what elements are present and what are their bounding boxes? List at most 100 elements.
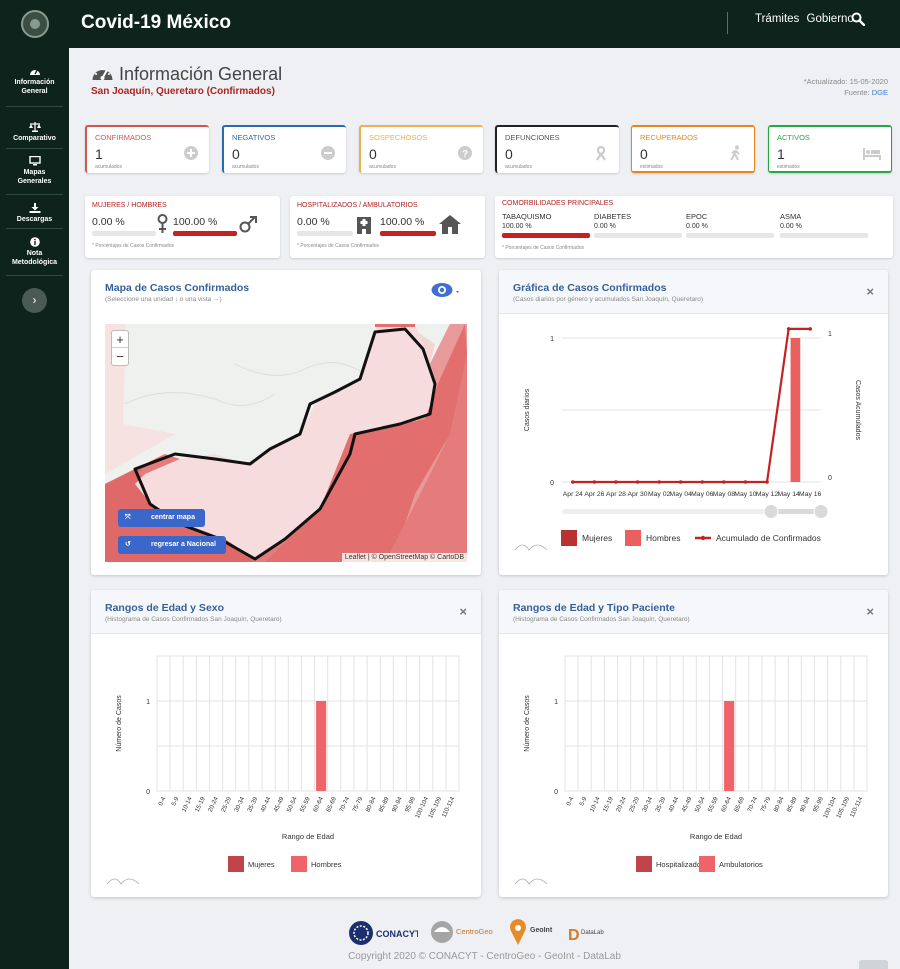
x-tick-label: 95-99 [404, 795, 417, 813]
range-slider-selection[interactable] [771, 509, 821, 514]
point-acumulado[interactable] [614, 480, 618, 484]
range-slider-track[interactable] [562, 509, 821, 514]
x-tick-label: May 14 [777, 491, 800, 498]
sidebar-item-label: Información [14, 79, 55, 86]
monitor-icon [28, 156, 41, 166]
x-tick-label: May 04 [670, 491, 693, 498]
legend-label[interactable]: Mujeres [582, 533, 612, 543]
eye-view-selector-icon[interactable] [431, 282, 461, 298]
back-to-national-button[interactable]: ↺ regresar a Nacional [118, 536, 226, 554]
point-acumulado[interactable] [743, 480, 748, 484]
nav-link-gobierno[interactable]: Gobierno [806, 13, 854, 25]
legend-label[interactable]: Ambulatorios [719, 860, 763, 869]
zoom-out-button[interactable]: − [116, 349, 124, 364]
x-tick-label: 20-24 [207, 795, 220, 813]
plus-circle-icon [184, 146, 198, 160]
point-acumulado[interactable] [657, 480, 661, 484]
point-acumulado[interactable] [786, 327, 791, 331]
source-link[interactable]: DGE [871, 88, 888, 97]
legend-swatch [636, 856, 652, 872]
point-acumulado[interactable] [700, 480, 705, 484]
point-acumulado[interactable] [592, 480, 597, 484]
center-map-button[interactable]: ⤧ centrar mapa [118, 509, 205, 527]
plot-frame [564, 655, 868, 792]
government-emblem-logo[interactable] [21, 10, 49, 38]
x-tick-label: Apr 24 [563, 491, 583, 498]
home-icon [439, 215, 461, 234]
x-tick-label: 5-9 [170, 795, 180, 807]
sidebar-item-mapas-generales[interactable]: Mapas Generales [0, 156, 69, 186]
sidebar-item-descargas[interactable]: Descargas [0, 203, 69, 224]
geoint-logo[interactable]: GeoInt [508, 918, 558, 946]
y-axis-label: Número de Casos [524, 695, 531, 752]
point-acumulado[interactable] [722, 480, 726, 484]
sidebar-divider [6, 148, 63, 149]
x-tick-label: 85-89 [786, 795, 799, 813]
map-panel-subtitle: (Seleccione una unidad ↓ o una vista →) [105, 296, 222, 303]
source-label: Fuente: [844, 88, 870, 97]
close-icon[interactable]: × [866, 604, 874, 619]
app-title[interactable]: Covid-19 México [81, 12, 231, 33]
x-tick-label: 60-64 [720, 795, 733, 813]
point-acumulado[interactable] [808, 327, 813, 331]
age-sex-chart[interactable]: 0 1 Número de Casos 0-4 5-9 10-14 15-19 20-24 25… [91, 634, 481, 897]
comorbidity-percent: 0.00 % [686, 223, 708, 230]
minus-circle-icon [321, 146, 335, 160]
kpi-label: NEGATIVOS [232, 133, 276, 142]
centrogeo-logo[interactable]: CentroGeo [430, 918, 500, 946]
conacyt-logo[interactable]: CONACYT [348, 920, 418, 946]
kpi-label: RECUPERADOS [640, 133, 698, 142]
point-acumulado[interactable] [678, 480, 683, 484]
legend-swatch [700, 535, 706, 541]
sidebar: Información General Comparativo Mapas Ge… [0, 48, 69, 969]
bar-ambulatorios[interactable] [724, 701, 735, 791]
sidebar-item-nota-metodologica[interactable]: Nota Metodológica [0, 237, 69, 267]
x-tick-label: 45-49 [273, 795, 286, 813]
legend-label[interactable]: Hombres [311, 860, 342, 869]
x-tick-label: 55-59 [707, 795, 720, 813]
x-tick-label: 0-4 [157, 795, 167, 807]
sidebar-item-label: Mapas [23, 169, 46, 176]
x-tick-label: 70-74 [746, 795, 759, 813]
navbar-divider [727, 12, 728, 34]
point-acumulado[interactable] [765, 480, 769, 484]
y-tick-label: 0 [554, 789, 558, 796]
legend-label[interactable]: Hospitalizados [656, 860, 705, 869]
legend-swatch [228, 856, 244, 872]
close-icon[interactable]: × [459, 604, 467, 619]
comorbilidades-card: COMORBILIDADES PRINCIPALES TABAQUISMO 100… [495, 196, 893, 258]
line-acumulado[interactable] [572, 327, 811, 484]
scroll-to-top-button[interactable] [859, 960, 888, 969]
age-sex-panel: Rangos de Edad y Sexo (Histograma de Cas… [91, 590, 481, 897]
range-slider-handle[interactable] [813, 504, 829, 519]
sidebar-item-label: Nota [26, 250, 43, 257]
zoom-in-button[interactable]: + [112, 331, 128, 348]
x-tick-label: 15-19 [602, 795, 615, 813]
sidebar-item-informacion-general[interactable]: Información General [0, 66, 69, 96]
datalab-logo[interactable]: D DataLab [566, 920, 616, 946]
map-canvas[interactable]: + − ⤧ centrar mapa ↺ regresar a Nacional… [105, 324, 467, 562]
point-acumulado[interactable] [570, 480, 575, 484]
sidebar-item-comparativo[interactable]: Comparativo [0, 122, 69, 143]
kpi-card-activos: ACTIVOS 1 estimados [768, 125, 892, 173]
hospital-card: HOSPITALIZADOS / AMBULATORIOS 0.00 % 100… [290, 196, 485, 258]
map-attribution[interactable]: Leaflet | © OpenStreetMap © CartoDB [341, 553, 467, 562]
bar-hombres[interactable] [790, 338, 801, 482]
female-icon [157, 214, 168, 233]
age-type-chart[interactable]: 0 1 Número de Casos 0-4 5-9 10-14 15-19 20-24 25… [499, 634, 888, 897]
close-icon[interactable]: × [866, 284, 874, 299]
search-icon[interactable] [851, 12, 865, 26]
chart-sparkline-icon [514, 544, 548, 551]
x-tick-label: 35-39 [654, 795, 667, 813]
legend-label[interactable]: Hombres [646, 533, 680, 543]
nav-link-tramites[interactable]: Trámites [755, 13, 800, 25]
range-slider-handle[interactable] [763, 504, 779, 519]
bar-hombres[interactable] [316, 701, 327, 791]
point-acumulado[interactable] [635, 480, 640, 484]
legend-label[interactable]: Acumulado de Confirmados [716, 533, 821, 543]
kpi-label: CONFIRMADOS [95, 133, 152, 142]
map-panel: Mapa de Casos Confirmados (Seleccione un… [91, 270, 481, 575]
sidebar-toggle-button[interactable]: › [22, 288, 47, 313]
legend-label[interactable]: Mujeres [248, 860, 275, 869]
